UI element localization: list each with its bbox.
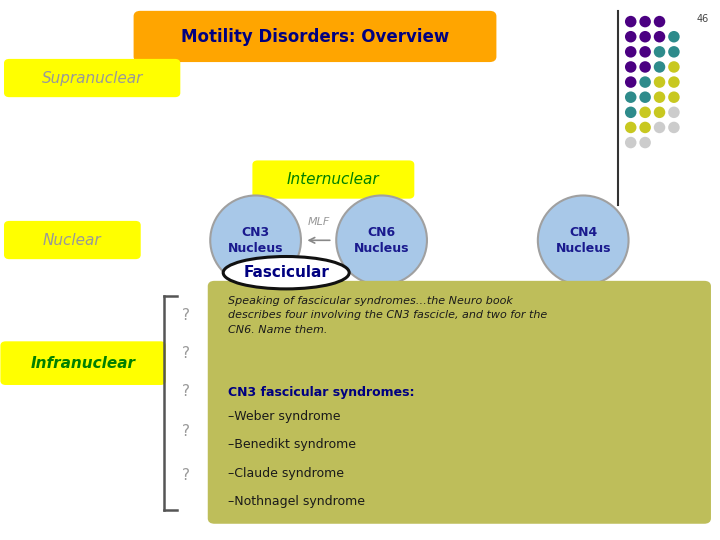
FancyBboxPatch shape (209, 282, 710, 523)
Text: Fascicular: Fascicular (243, 265, 329, 280)
Ellipse shape (625, 16, 636, 28)
Ellipse shape (668, 46, 680, 58)
Text: CN3 fascicular syndromes:: CN3 fascicular syndromes: (228, 386, 414, 399)
Text: ?: ? (181, 384, 190, 399)
Ellipse shape (654, 16, 665, 28)
Ellipse shape (625, 46, 636, 58)
Ellipse shape (668, 61, 680, 73)
Text: –Nothnagel syndrome: –Nothnagel syndrome (228, 495, 364, 508)
Text: –Benedikt syndrome: –Benedikt syndrome (228, 438, 356, 451)
Text: Infranuclear: Infranuclear (30, 356, 135, 371)
Text: ?: ? (181, 468, 190, 483)
Ellipse shape (625, 106, 636, 118)
Ellipse shape (654, 46, 665, 58)
Ellipse shape (654, 106, 665, 118)
FancyBboxPatch shape (5, 60, 179, 96)
Text: MLF: MLF (307, 217, 330, 227)
Text: ?: ? (181, 346, 190, 361)
Text: Speaking of fascicular syndromes…the Neuro book
describes four involving the CN3: Speaking of fascicular syndromes…the Neu… (228, 296, 546, 335)
FancyBboxPatch shape (1, 342, 165, 384)
Ellipse shape (668, 106, 680, 118)
Ellipse shape (668, 122, 680, 133)
Ellipse shape (639, 137, 651, 148)
Ellipse shape (639, 106, 651, 118)
Ellipse shape (654, 31, 665, 43)
Ellipse shape (639, 76, 651, 88)
Text: Motility Disorders: Overview: Motility Disorders: Overview (181, 28, 449, 46)
Text: –Weber syndrome: –Weber syndrome (228, 410, 340, 423)
Ellipse shape (625, 137, 636, 148)
Ellipse shape (639, 122, 651, 133)
Text: CN4
Nucleus: CN4 Nucleus (555, 226, 611, 255)
Ellipse shape (654, 122, 665, 133)
Ellipse shape (538, 195, 629, 285)
Text: ?: ? (181, 308, 190, 323)
Ellipse shape (625, 122, 636, 133)
Ellipse shape (625, 76, 636, 88)
Ellipse shape (668, 31, 680, 43)
Text: ?: ? (181, 424, 190, 440)
Text: Internuclear: Internuclear (287, 172, 379, 187)
Ellipse shape (639, 61, 651, 73)
Ellipse shape (639, 31, 651, 43)
Ellipse shape (625, 91, 636, 103)
Ellipse shape (639, 46, 651, 58)
Text: Nuclear: Nuclear (42, 233, 102, 248)
Ellipse shape (336, 195, 427, 285)
Ellipse shape (639, 16, 651, 28)
Ellipse shape (625, 61, 636, 73)
FancyBboxPatch shape (253, 161, 413, 198)
Ellipse shape (210, 195, 301, 285)
Text: CN6
Nucleus: CN6 Nucleus (354, 226, 410, 255)
Ellipse shape (654, 91, 665, 103)
Text: CN3
Nucleus: CN3 Nucleus (228, 226, 284, 255)
Text: Supranuclear: Supranuclear (42, 71, 143, 86)
Ellipse shape (654, 76, 665, 88)
Ellipse shape (223, 256, 349, 289)
Ellipse shape (625, 31, 636, 43)
Ellipse shape (639, 91, 651, 103)
FancyBboxPatch shape (5, 222, 140, 258)
Text: –Claude syndrome: –Claude syndrome (228, 467, 343, 480)
Ellipse shape (668, 76, 680, 88)
Text: 46: 46 (697, 14, 709, 24)
FancyBboxPatch shape (135, 12, 495, 61)
Ellipse shape (654, 61, 665, 73)
Ellipse shape (668, 91, 680, 103)
